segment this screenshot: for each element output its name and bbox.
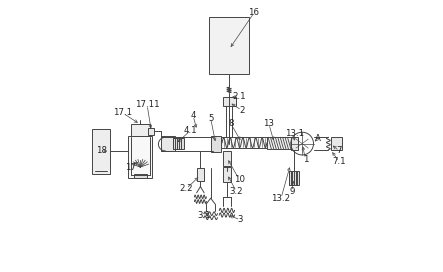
Text: 1: 1 [303, 154, 308, 163]
Text: 9: 9 [289, 187, 295, 196]
Bar [128, 136, 152, 178]
Text: 17: 17 [125, 163, 136, 172]
Text: 17.1: 17.1 [113, 109, 132, 118]
Text: 3.1: 3.1 [197, 211, 211, 220]
Bar [221, 137, 268, 148]
Text: 4: 4 [190, 111, 196, 120]
Bar [210, 17, 249, 74]
Bar [267, 137, 291, 149]
Text: 17.11: 17.11 [135, 100, 159, 109]
Text: 4.1: 4.1 [183, 126, 197, 135]
Bar [197, 168, 204, 181]
Text: 18: 18 [96, 146, 107, 155]
Text: 13: 13 [263, 119, 274, 128]
Text: 10: 10 [233, 175, 245, 184]
Bar [173, 138, 183, 149]
Bar [291, 137, 298, 150]
Bar [148, 128, 155, 135]
Text: 8: 8 [228, 119, 234, 128]
Bar [223, 97, 236, 106]
Text: 7: 7 [337, 146, 342, 155]
Text: A: A [315, 134, 320, 143]
Text: 2.2: 2.2 [179, 184, 193, 193]
Text: 16: 16 [249, 8, 260, 17]
Text: 5: 5 [208, 114, 214, 123]
Bar [161, 136, 175, 151]
Bar [92, 129, 110, 174]
Bar [330, 137, 342, 150]
Text: 7.1: 7.1 [332, 157, 346, 166]
Bar [134, 174, 147, 178]
Text: 2: 2 [239, 106, 245, 115]
Bar [223, 151, 231, 166]
Bar [223, 167, 231, 182]
Bar [131, 124, 150, 136]
Text: 3.2: 3.2 [229, 187, 243, 196]
Text: 13.2: 13.2 [272, 194, 291, 203]
Bar [288, 171, 299, 185]
Bar [211, 136, 221, 152]
Text: 2.1: 2.1 [232, 92, 246, 101]
Text: 13.1: 13.1 [285, 129, 304, 138]
Text: 3: 3 [238, 215, 243, 224]
